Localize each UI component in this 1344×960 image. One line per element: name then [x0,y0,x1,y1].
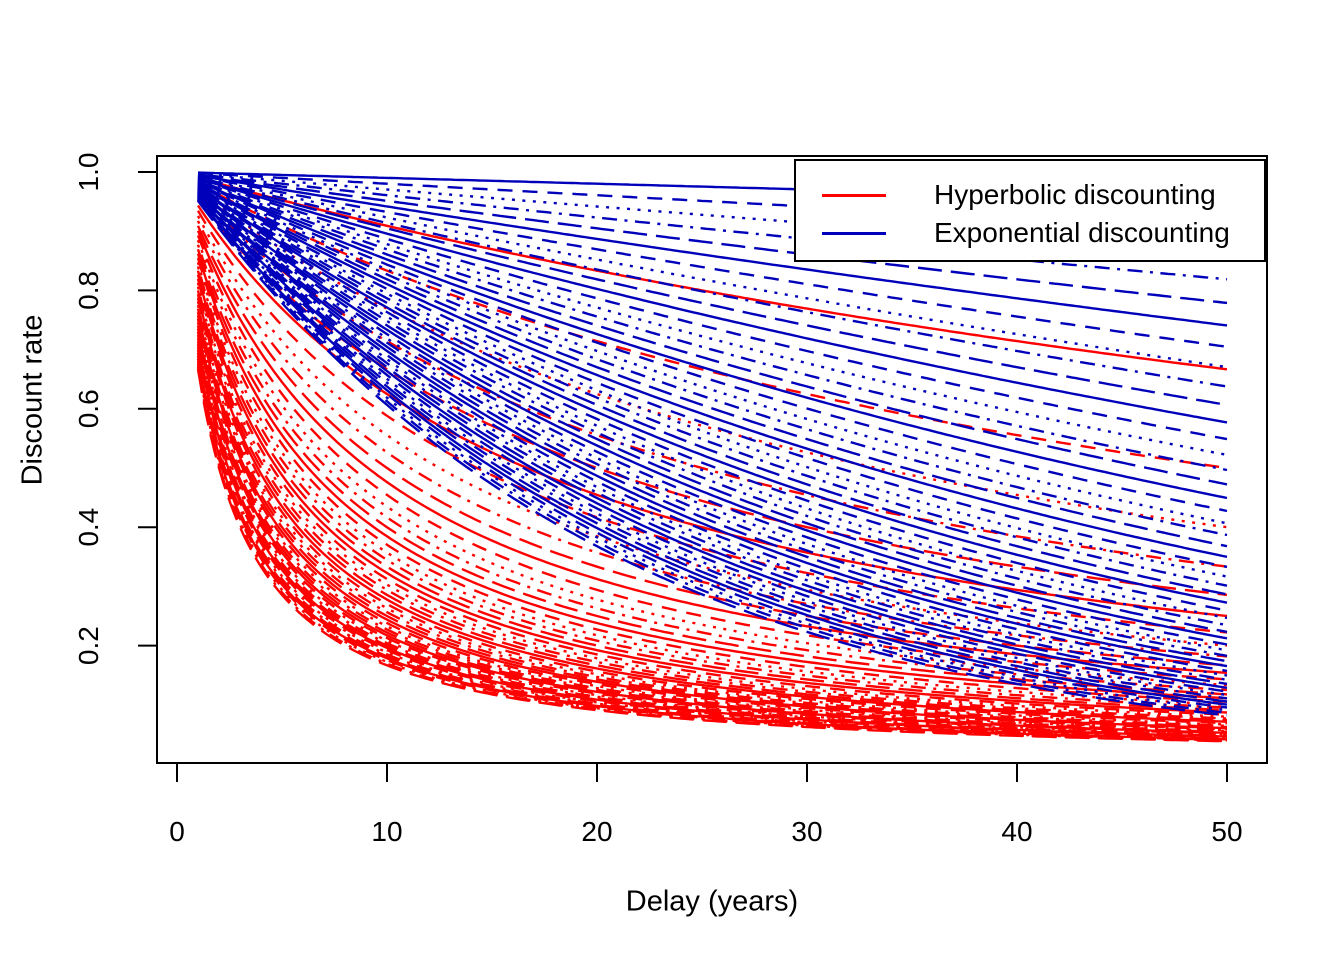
exponential-curve [197,197,1228,703]
exponential-curve [197,173,1228,281]
hyperbolic-curve [196,270,1228,712]
x-tick-label: 30 [791,816,822,847]
hyperbolic-curve [196,234,1228,681]
exponential-curve [197,187,1228,620]
legend-label-hyperbolic: Hyperbolic discounting [934,179,1216,210]
exponential-curve [197,187,1228,627]
x-tick-label: 0 [169,816,185,847]
exponential-curve [197,176,1228,407]
exponential-curve [197,183,1228,558]
x-tick-label: 50 [1211,816,1242,847]
hyperbolic-curve [196,282,1228,718]
exponential-curve [197,177,1228,441]
legend-box: Hyperbolic discounting Exponential disco… [794,159,1266,262]
hyperbolic-curve [196,340,1228,737]
x-axis-title: Delay (years) [625,885,799,918]
y-tick-label: 1.0 [73,153,104,192]
exponential-curve [197,186,1228,604]
exponential-curve [197,185,1228,596]
hyperbolic-curve [196,220,1228,658]
hyperbolic-curve [196,325,1228,734]
exponential-curve [197,188,1228,634]
exponential-curve [197,198,1228,709]
hyperbolic-curve [196,225,1228,667]
exponential-curve [197,177,1228,424]
exponential-curve [197,181,1228,525]
hyperbolic-curve [196,286,1228,720]
exponential-curve [197,182,1228,537]
legend-line-sample-blue [822,231,886,235]
hyperbolic-curve [196,369,1228,743]
y-axis-title: Discount rate [16,314,49,486]
x-axis: 0 10 20 30 40 50 [169,763,1243,847]
exponential-curve [197,196,1228,700]
hyperbolic-curve [196,308,1228,729]
exponential-curve [197,195,1228,693]
exponential-curve [197,190,1228,658]
exponential-curve [197,197,1228,706]
exponential-curve [197,194,1228,686]
legend-label-exponential: Exponential discounting [934,217,1230,248]
legend-item-exponential: Exponential discounting [796,214,1264,252]
exponential-curve [197,194,1228,689]
exponential-curve [197,191,1228,663]
hyperbolic-curve [197,182,1228,470]
exponential-curve [197,180,1228,500]
plot-border [156,155,1268,764]
x-tick-label: 20 [581,816,612,847]
exponential-curve [197,172,1228,256]
hyperbolic-curve [196,290,1228,722]
y-axis: 0.2 0.4 0.6 0.8 1.0 [73,153,157,665]
exponential-curve [197,174,1228,327]
legend-item-hyperbolic: Hyperbolic discounting [796,176,1264,214]
hyperbolic-curve [196,321,1228,733]
y-tick-label: 0.6 [73,389,104,428]
hyperbolic-curve [196,343,1228,738]
exponential-curve [197,180,1228,513]
exponential-curve [197,183,1228,569]
hyperbolic-curve [196,266,1228,709]
hyperbolic-curve [196,257,1228,703]
hyperbolic-curve [196,315,1228,731]
exponential-curve [197,175,1228,369]
exponential-curve [197,192,1228,673]
x-tick-label: 40 [1001,816,1032,847]
exponential-curve [197,179,1228,472]
hyperbolic-curves [196,176,1228,743]
exponential-curve [197,178,1228,457]
y-tick-label: 0.4 [73,508,104,547]
hyperbolic-curve [196,349,1228,739]
exponential-curve [197,193,1228,681]
hyperbolic-curve [196,274,1228,714]
exponential-curve [197,199,1228,715]
exponential-curve [197,192,1228,668]
hyperbolic-curve [197,176,1228,371]
hyperbolic-curve [196,331,1228,735]
hyperbolic-curve [196,363,1228,742]
hyperbolic-curve [196,278,1228,716]
hyperbolic-curve [196,248,1228,696]
exponential-curve [197,176,1228,388]
exponential-curve [197,189,1228,646]
y-tick-label: 0.8 [73,271,104,310]
hyperbolic-curve [196,293,1228,723]
x-tick-label: 10 [371,816,402,847]
hyperbolic-curve [196,337,1228,737]
hyperbolic-curve [196,244,1228,692]
exponential-curves [197,171,1228,717]
legend-line-sample-red [822,193,886,197]
exponential-curve [197,185,1228,587]
hyperbolic-curve [196,297,1228,725]
exponential-curve [197,173,1228,305]
exponential-curve [197,189,1228,640]
exponential-curve [197,186,1228,612]
hyperbolic-curve [196,304,1228,727]
exponential-curve [197,190,1228,652]
exponential-curve [197,179,1228,486]
exponential-curve [197,198,1228,712]
exponential-curve [197,182,1228,548]
y-tick-label: 0.2 [73,626,104,665]
